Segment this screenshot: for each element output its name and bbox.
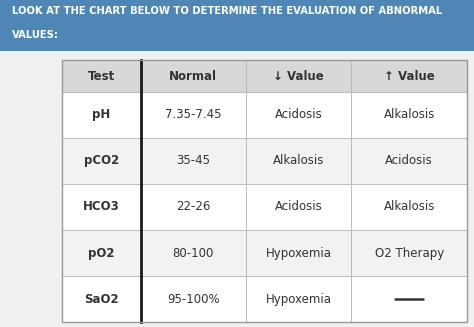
Bar [62, 184, 467, 230]
Bar [62, 92, 467, 138]
Text: pH: pH [92, 109, 110, 121]
Text: 22-26: 22-26 [176, 200, 210, 214]
Text: VALUES:: VALUES: [12, 30, 59, 41]
Bar [0, 0, 474, 51]
Text: Hypoxemia: Hypoxemia [266, 247, 332, 260]
Bar [62, 230, 467, 276]
Text: 95-100%: 95-100% [167, 293, 219, 305]
Text: SaO2: SaO2 [84, 293, 118, 305]
Text: Normal: Normal [169, 70, 218, 83]
Bar [62, 60, 467, 92]
Text: ↑ Value: ↑ Value [384, 70, 435, 83]
Text: O2 Therapy: O2 Therapy [374, 247, 444, 260]
Text: Alkalosis: Alkalosis [383, 200, 435, 214]
Text: LOOK AT THE CHART BELOW TO DETERMINE THE EVALUATION OF ABNORMAL: LOOK AT THE CHART BELOW TO DETERMINE THE… [12, 6, 442, 16]
Text: Acidosis: Acidosis [385, 154, 433, 167]
Text: Test: Test [88, 70, 115, 83]
Text: ↓ Value: ↓ Value [273, 70, 324, 83]
Bar [62, 60, 467, 322]
Text: 80-100: 80-100 [173, 247, 214, 260]
Text: Acidosis: Acidosis [275, 200, 323, 214]
Bar [62, 138, 467, 184]
Bar [62, 276, 467, 322]
Text: Acidosis: Acidosis [275, 109, 323, 121]
Text: Hypoxemia: Hypoxemia [266, 293, 332, 305]
Text: pCO2: pCO2 [83, 154, 119, 167]
Text: HCO3: HCO3 [83, 200, 119, 214]
Text: pO2: pO2 [88, 247, 114, 260]
Text: 35-45: 35-45 [176, 154, 210, 167]
Text: Alkalosis: Alkalosis [273, 154, 324, 167]
Text: 7.35-7.45: 7.35-7.45 [165, 109, 221, 121]
Text: Alkalosis: Alkalosis [383, 109, 435, 121]
